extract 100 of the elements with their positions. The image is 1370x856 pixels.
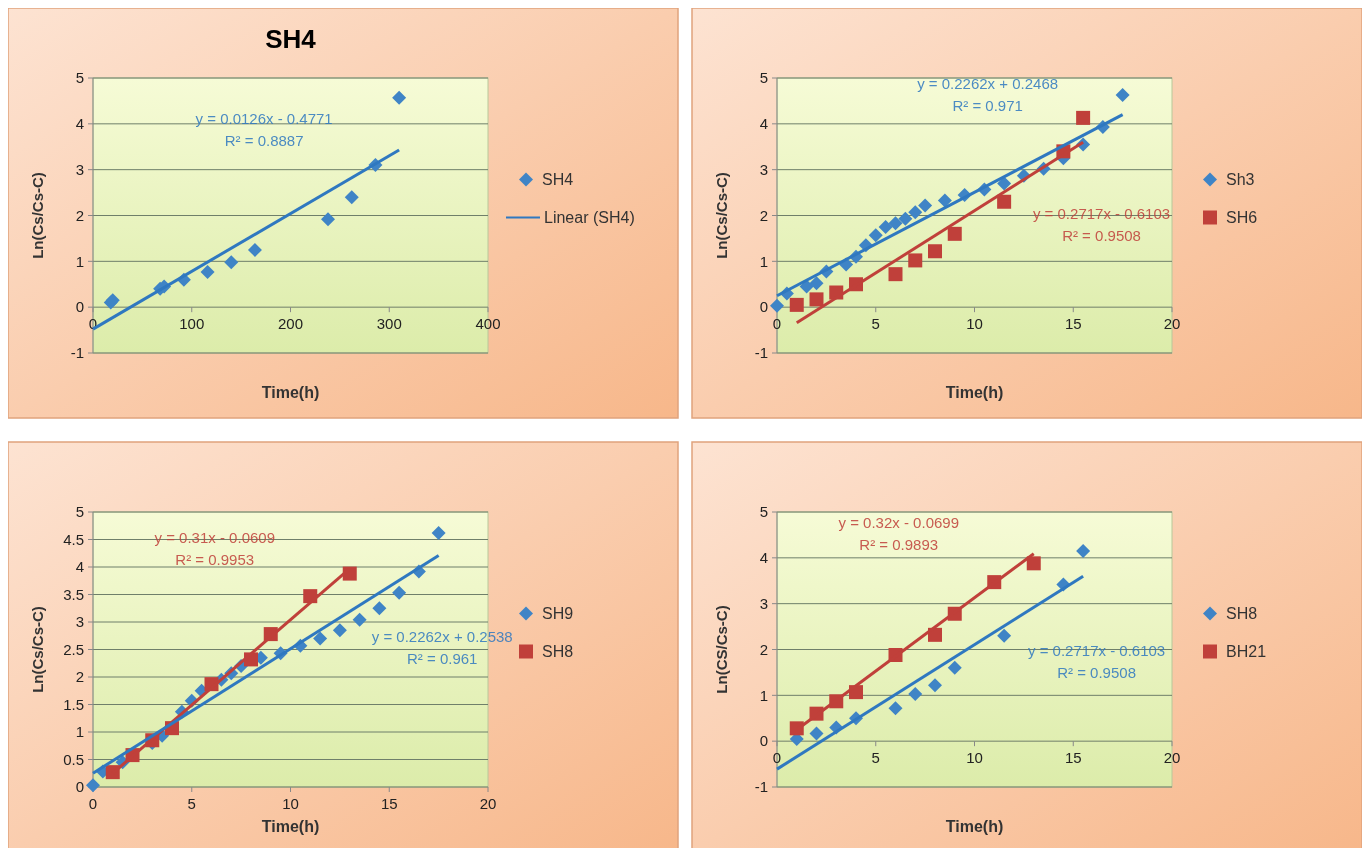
- y-tick-label: 3: [759, 160, 768, 178]
- y-tick-label: 2: [759, 640, 768, 658]
- point: [313, 631, 328, 646]
- point: [809, 292, 824, 307]
- y-tick-label: 0: [759, 732, 768, 750]
- y-tick-label: 4: [75, 115, 84, 133]
- point: [918, 198, 933, 213]
- y-axis-title: Ln(Cs/Cs-C): [29, 606, 46, 693]
- point: [888, 701, 903, 716]
- point: [431, 525, 446, 540]
- x-tick-label: 400: [475, 315, 501, 333]
- x-tick-label: 200: [277, 315, 304, 333]
- y-tick-label: 2.5: [63, 640, 84, 658]
- point: [372, 601, 387, 616]
- legend-label: Sh3: [1226, 171, 1255, 189]
- legend-label: SH8: [542, 643, 574, 661]
- point: [200, 264, 215, 279]
- y-axis-title: Ln(Cs/Cs-C): [29, 172, 46, 259]
- chart-title: SH4: [265, 24, 317, 54]
- point: [1076, 543, 1091, 558]
- point: [1026, 556, 1041, 571]
- point: [947, 226, 962, 241]
- point: [928, 678, 942, 693]
- point: [908, 686, 923, 701]
- point: [1076, 110, 1091, 125]
- y-tick-label: 0.5: [63, 750, 84, 768]
- annotation: y = 0.0126x - 0.4771: [195, 109, 333, 127]
- point: [86, 778, 100, 793]
- y-tick-label: 4.5: [63, 530, 84, 548]
- y-tick-label: 3: [75, 613, 84, 631]
- legend-label: BH21: [1226, 643, 1267, 661]
- legend-label: SH8: [1226, 605, 1258, 623]
- y-tick-label: 2: [75, 668, 84, 686]
- annotation: R² = 0.9508: [1062, 227, 1141, 245]
- point: [888, 267, 903, 282]
- point: [1115, 87, 1130, 102]
- legend-label: Linear (SH4): [544, 209, 635, 227]
- y-tick-label: 0: [75, 298, 84, 316]
- x-tick-label: 0: [772, 315, 782, 333]
- legend-label: SH9: [542, 605, 574, 623]
- point: [937, 193, 952, 208]
- annotation: R² = 0.9508: [1057, 664, 1136, 682]
- legend-label: SH6: [1226, 209, 1258, 227]
- point: [908, 205, 923, 220]
- x-tick-label: 10: [282, 795, 299, 812]
- y-tick-label: 4: [759, 549, 768, 567]
- point: [321, 212, 336, 227]
- y-tick-label: 5: [75, 69, 84, 87]
- y-tick-label: 1: [759, 686, 768, 704]
- point: [928, 244, 942, 259]
- x-tick-label: 10: [966, 749, 983, 767]
- annotation: R² = 0.961: [406, 649, 478, 667]
- x-axis-title: Time(h): [945, 818, 1004, 835]
- point: [789, 297, 804, 312]
- x-tick-label: 5: [871, 749, 880, 767]
- legend-label: SH4: [542, 171, 574, 189]
- y-tick-label: 5: [759, 503, 768, 521]
- point: [997, 628, 1012, 643]
- annotation: R² = 0.9893: [859, 535, 939, 553]
- y-tick-label: -1: [754, 344, 768, 362]
- y-tick-label: 2: [759, 206, 768, 224]
- point: [947, 660, 962, 675]
- point: [809, 726, 824, 741]
- y-tick-label: 3: [75, 160, 84, 178]
- x-tick-label: 15: [380, 795, 398, 812]
- y-axis-title: Ln(Cs/Cs-C): [713, 172, 730, 259]
- point: [908, 253, 923, 268]
- x-tick-label: 5: [187, 795, 196, 812]
- x-tick-label: 5: [871, 315, 880, 333]
- x-tick-label: 20: [1163, 749, 1181, 767]
- y-tick-label: 3: [759, 594, 768, 612]
- y-tick-label: -1: [754, 778, 768, 796]
- annotation: y = 0.2262x + 0.2538: [371, 627, 513, 645]
- point: [809, 276, 824, 291]
- point: [392, 585, 407, 600]
- x-tick-label: 0: [88, 795, 98, 812]
- y-tick-label: 1: [75, 252, 84, 270]
- point: [888, 216, 903, 231]
- y-axis-title: Ln(CS/Cs-C): [713, 605, 730, 694]
- y-tick-label: 1.5: [63, 695, 84, 713]
- point: [997, 194, 1012, 209]
- x-tick-label: 10: [966, 315, 983, 333]
- y-tick-label: -1: [70, 344, 84, 362]
- x-tick-label: 0: [772, 749, 782, 767]
- y-tick-label: 4: [759, 115, 768, 133]
- annotation: R² = 0.971: [952, 96, 1023, 114]
- annotation: R² = 0.9953: [175, 550, 255, 568]
- x-tick-label: 300: [376, 315, 402, 333]
- point: [352, 612, 367, 627]
- x-tick-label: 20: [1163, 315, 1181, 333]
- point: [332, 623, 347, 638]
- y-tick-label: 0: [75, 778, 84, 796]
- y-tick-label: 1: [75, 723, 84, 741]
- annotation: R² = 0.8887: [224, 131, 304, 149]
- x-tick-label: 15: [1064, 749, 1082, 767]
- y-tick-label: 5: [75, 503, 84, 521]
- point: [799, 279, 814, 294]
- y-tick-label: 3.5: [63, 585, 84, 603]
- x-axis-title: Time(h): [261, 384, 320, 401]
- y-tick-label: 0: [759, 298, 768, 316]
